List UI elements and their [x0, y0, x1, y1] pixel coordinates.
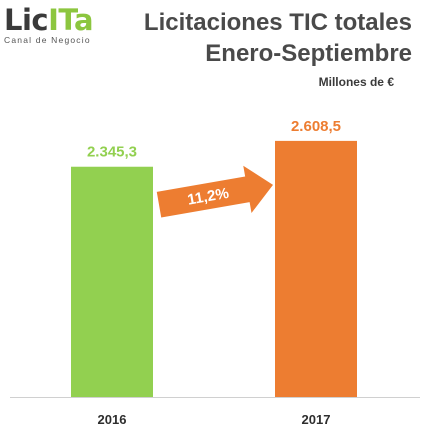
data-label-2016: 2.345,3 [87, 144, 137, 161]
bar-2017 [275, 140, 357, 397]
data-label-2017: 2.608,5 [291, 118, 341, 135]
chart-title-line-1: Licitaciones TIC totales [143, 9, 412, 36]
bar-2016 [71, 166, 153, 397]
growth-percentage-label: 11,2% [186, 185, 230, 209]
growth-arrow-shape [156, 165, 273, 218]
logo-accent: ITa [48, 3, 94, 37]
logo-tagline: Canal de Negocio [4, 35, 91, 45]
growth-arrow: 11,2% [156, 165, 273, 218]
chart-unit-label: Millones de € [318, 75, 394, 89]
licita-logo: LicITa Canal de Negocio [4, 4, 114, 45]
chart-title: Licitaciones TIC totales Enero-Septiembr… [112, 7, 412, 69]
x-tick-label-2016: 2016 [98, 412, 127, 427]
logo-prefix: Lic [4, 3, 49, 37]
x-tick-label-2017: 2017 [302, 412, 331, 427]
chart-title-line-2: Enero-Septiembre [205, 40, 412, 67]
logo-wordmark: LicITa [4, 4, 114, 36]
